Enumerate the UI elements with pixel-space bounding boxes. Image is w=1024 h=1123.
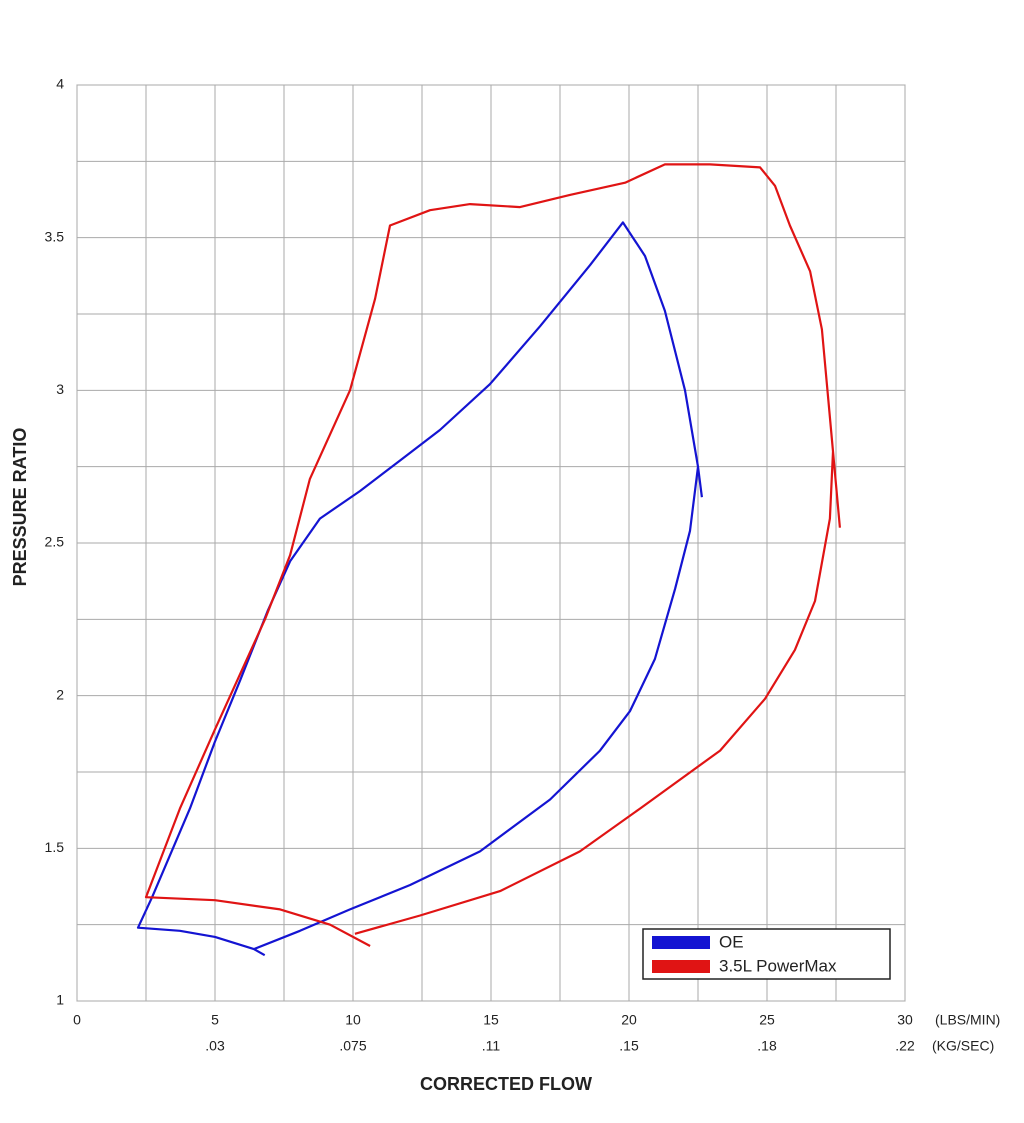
x-tick-label: 15 bbox=[483, 1012, 499, 1028]
x2-tick-label: .11 bbox=[482, 1038, 501, 1054]
x2-tick-label: .22 bbox=[895, 1038, 915, 1054]
y-tick-label: 2.5 bbox=[45, 534, 65, 550]
legend-swatch bbox=[652, 936, 710, 949]
legend-label: 3.5L PowerMax bbox=[719, 956, 837, 975]
legend-label: OE bbox=[719, 932, 744, 951]
legend-swatch bbox=[652, 960, 710, 973]
y-tick-label: 4 bbox=[56, 76, 64, 92]
y-axis-title: PRESSURE RATIO bbox=[10, 428, 30, 587]
y-tick-label: 3 bbox=[56, 381, 64, 397]
y-tick-label: 1.5 bbox=[45, 839, 65, 855]
series-line bbox=[136, 221, 703, 957]
x2-tick-label: .18 bbox=[757, 1038, 777, 1054]
x-axis-title: CORRECTED FLOW bbox=[420, 1074, 592, 1094]
x2-tick-label: .15 bbox=[619, 1038, 639, 1054]
x-unit: (LBS/MIN) bbox=[935, 1012, 1000, 1028]
x-tick-label: 0 bbox=[73, 1012, 81, 1028]
x2-tick-label: .03 bbox=[205, 1038, 225, 1054]
x-tick-label: 30 bbox=[897, 1012, 913, 1028]
x-tick-label: 10 bbox=[345, 1012, 361, 1028]
series-line bbox=[144, 163, 841, 947]
y-tick-label: 1 bbox=[56, 992, 64, 1008]
x-tick-label: 5 bbox=[211, 1012, 219, 1028]
x-tick-label: 25 bbox=[759, 1012, 775, 1028]
y-tick-label: 3.5 bbox=[45, 228, 65, 244]
x-tick-label: 20 bbox=[621, 1012, 637, 1028]
y-tick-label: 2 bbox=[56, 686, 64, 702]
x2-tick-label: .075 bbox=[339, 1038, 366, 1054]
x2-unit: (KG/SEC) bbox=[932, 1038, 994, 1054]
